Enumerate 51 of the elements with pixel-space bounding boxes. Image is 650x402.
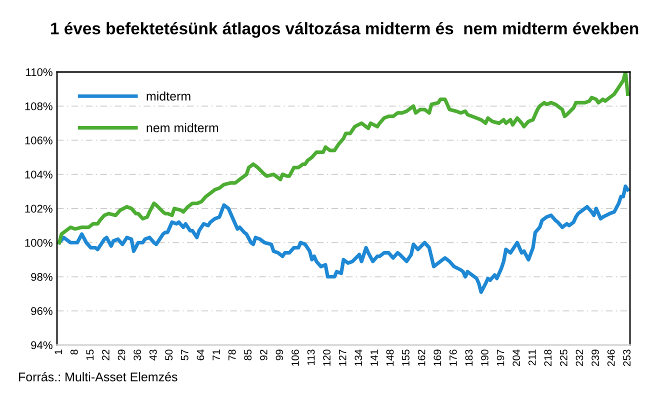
x-tick-label: 127 bbox=[338, 350, 346, 366]
x-tick-label: 134 bbox=[354, 349, 362, 366]
x-tick-label: 190 bbox=[481, 350, 488, 366]
legend-label: nem midterm bbox=[146, 123, 218, 132]
x-tick-label: 50 bbox=[165, 350, 173, 360]
x-tick-label: 43 bbox=[149, 350, 157, 361]
text: Forrás.: Multi-Asset Elemzés bbox=[19, 372, 178, 382]
line-series bbox=[57, 184, 630, 294]
legend-label: midterm bbox=[146, 91, 190, 101]
x-tick-label: 141 bbox=[370, 350, 378, 366]
y-tick-label: 106% bbox=[25, 136, 52, 144]
x-tick-label: 169 bbox=[434, 350, 442, 366]
x-tick-label: 253 bbox=[623, 350, 631, 366]
x-tick-label: 15 bbox=[86, 350, 94, 360]
x-tick-label: 183 bbox=[465, 350, 473, 366]
y-tick-label: 104% bbox=[25, 170, 52, 179]
x-tick-label: 225 bbox=[560, 350, 568, 366]
x-tick-label: 218 bbox=[544, 350, 552, 366]
x-tick-label: 71 bbox=[212, 350, 220, 360]
x-tick-label: 113 bbox=[307, 350, 315, 365]
x-tick-label: 148 bbox=[386, 350, 394, 366]
x-tick-label: 78 bbox=[228, 350, 236, 360]
x-tick-label: 155 bbox=[402, 350, 410, 366]
y-tick-label: 100% bbox=[25, 238, 52, 247]
x-tick-label: 1 bbox=[54, 350, 62, 354]
x-tick-label: 239 bbox=[592, 350, 599, 366]
y-tick-label: 96% bbox=[31, 307, 52, 316]
x-tick-label: 85 bbox=[244, 350, 252, 360]
x-tick-label: 176 bbox=[449, 350, 457, 366]
x-tick-label: 64 bbox=[196, 349, 204, 360]
chart-title: 1 éves befektetésünk átlagos változása midterm és nem midterm években bbox=[51, 22, 638, 38]
x-tick-label: 36 bbox=[134, 350, 142, 360]
x-tick-label: 22 bbox=[102, 350, 110, 360]
y-tick-label: 108% bbox=[25, 102, 52, 110]
y-tick-label: 98% bbox=[31, 273, 52, 281]
y-tick-label: 110% bbox=[26, 68, 52, 76]
x-tick-label: 8 bbox=[70, 350, 78, 355]
x-tick-label: 232 bbox=[576, 350, 584, 366]
x-tick-label: 246 bbox=[607, 350, 615, 366]
x-tick-label: 57 bbox=[181, 350, 188, 360]
x-tick-label: 92 bbox=[260, 350, 268, 360]
x-tick-label: 120 bbox=[323, 350, 331, 366]
x-tick-label: 197 bbox=[496, 350, 504, 366]
x-tick-label: 162 bbox=[418, 350, 426, 366]
x-tick-label: 106 bbox=[292, 350, 299, 366]
x-tick-label: 29 bbox=[118, 350, 126, 360]
y-tick-label: 94% bbox=[31, 341, 52, 350]
x-tick-label: 204 bbox=[512, 349, 520, 366]
y-tick-label: 102% bbox=[25, 204, 52, 213]
x-tick-label: 99 bbox=[276, 350, 284, 360]
x-tick-label: 211 bbox=[528, 350, 536, 366]
